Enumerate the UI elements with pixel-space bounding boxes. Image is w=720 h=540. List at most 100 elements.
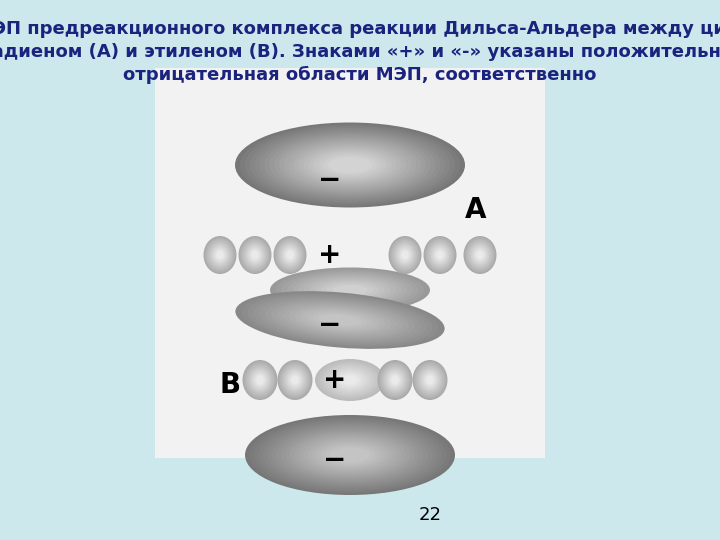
Ellipse shape — [243, 241, 267, 268]
Ellipse shape — [434, 248, 446, 262]
Ellipse shape — [389, 236, 421, 274]
Ellipse shape — [380, 363, 410, 397]
Ellipse shape — [287, 251, 294, 259]
Ellipse shape — [381, 364, 409, 396]
Ellipse shape — [246, 244, 264, 266]
Ellipse shape — [289, 432, 410, 478]
Ellipse shape — [389, 373, 401, 387]
Ellipse shape — [263, 422, 437, 488]
Text: A: A — [465, 196, 487, 224]
Text: МЭП предреакционного комплекса реакции Дильса-Альдера между цис-: МЭП предреакционного комплекса реакции Д… — [0, 20, 720, 38]
Ellipse shape — [390, 374, 400, 386]
Ellipse shape — [213, 247, 227, 263]
Ellipse shape — [245, 363, 275, 397]
Ellipse shape — [433, 247, 447, 263]
Ellipse shape — [423, 236, 456, 274]
Ellipse shape — [325, 446, 374, 464]
Ellipse shape — [299, 146, 402, 184]
Ellipse shape — [279, 361, 311, 399]
Ellipse shape — [245, 415, 455, 495]
Ellipse shape — [333, 285, 368, 295]
Ellipse shape — [416, 364, 444, 396]
Ellipse shape — [303, 437, 397, 473]
Ellipse shape — [285, 430, 415, 480]
Ellipse shape — [379, 361, 411, 399]
Ellipse shape — [277, 240, 303, 270]
Ellipse shape — [240, 124, 460, 206]
Ellipse shape — [325, 365, 375, 395]
Ellipse shape — [210, 242, 230, 267]
Ellipse shape — [249, 248, 261, 262]
Ellipse shape — [286, 370, 304, 390]
Ellipse shape — [426, 376, 434, 384]
Ellipse shape — [464, 236, 497, 274]
Ellipse shape — [307, 439, 392, 471]
Ellipse shape — [216, 251, 224, 259]
Ellipse shape — [249, 417, 451, 494]
Ellipse shape — [241, 293, 438, 347]
Ellipse shape — [240, 239, 269, 271]
Ellipse shape — [276, 269, 424, 311]
Ellipse shape — [385, 368, 405, 392]
Ellipse shape — [284, 248, 296, 262]
Ellipse shape — [391, 239, 419, 271]
Ellipse shape — [435, 249, 445, 260]
Ellipse shape — [320, 362, 380, 398]
Ellipse shape — [285, 249, 294, 260]
Ellipse shape — [321, 444, 379, 466]
Ellipse shape — [312, 441, 388, 469]
Ellipse shape — [282, 366, 307, 394]
Ellipse shape — [265, 299, 415, 341]
Ellipse shape — [276, 239, 304, 271]
Ellipse shape — [421, 370, 438, 390]
Ellipse shape — [242, 240, 268, 270]
Text: 22: 22 — [418, 506, 441, 524]
Text: +: + — [318, 241, 342, 269]
Ellipse shape — [414, 361, 446, 399]
Ellipse shape — [467, 240, 493, 270]
Ellipse shape — [473, 247, 487, 263]
Ellipse shape — [400, 249, 410, 260]
Ellipse shape — [283, 247, 297, 263]
Ellipse shape — [298, 275, 402, 305]
Ellipse shape — [318, 153, 382, 177]
Ellipse shape — [254, 418, 446, 491]
Ellipse shape — [283, 304, 397, 336]
Ellipse shape — [292, 274, 408, 306]
Ellipse shape — [212, 245, 228, 265]
Ellipse shape — [278, 241, 302, 268]
Ellipse shape — [235, 123, 465, 207]
Ellipse shape — [423, 372, 438, 389]
Ellipse shape — [475, 249, 485, 260]
Ellipse shape — [281, 244, 300, 266]
Ellipse shape — [427, 240, 453, 270]
Ellipse shape — [415, 363, 445, 397]
Ellipse shape — [294, 144, 406, 186]
Ellipse shape — [251, 251, 258, 259]
Ellipse shape — [250, 128, 450, 202]
Ellipse shape — [395, 242, 415, 267]
Ellipse shape — [426, 239, 454, 271]
Ellipse shape — [431, 244, 449, 266]
Ellipse shape — [310, 279, 390, 301]
Ellipse shape — [377, 360, 413, 400]
Ellipse shape — [289, 306, 391, 334]
Ellipse shape — [269, 135, 431, 195]
Ellipse shape — [277, 302, 403, 338]
Ellipse shape — [335, 371, 365, 389]
Ellipse shape — [436, 251, 444, 259]
Ellipse shape — [204, 238, 235, 273]
Ellipse shape — [289, 373, 302, 387]
Ellipse shape — [330, 368, 370, 392]
Ellipse shape — [280, 363, 310, 397]
Ellipse shape — [318, 314, 361, 326]
Ellipse shape — [255, 130, 446, 200]
Ellipse shape — [392, 240, 418, 270]
Ellipse shape — [253, 372, 268, 389]
Ellipse shape — [245, 126, 455, 204]
Ellipse shape — [466, 239, 494, 271]
Ellipse shape — [259, 298, 421, 342]
Ellipse shape — [240, 238, 270, 273]
Ellipse shape — [255, 374, 265, 386]
Ellipse shape — [290, 374, 300, 386]
